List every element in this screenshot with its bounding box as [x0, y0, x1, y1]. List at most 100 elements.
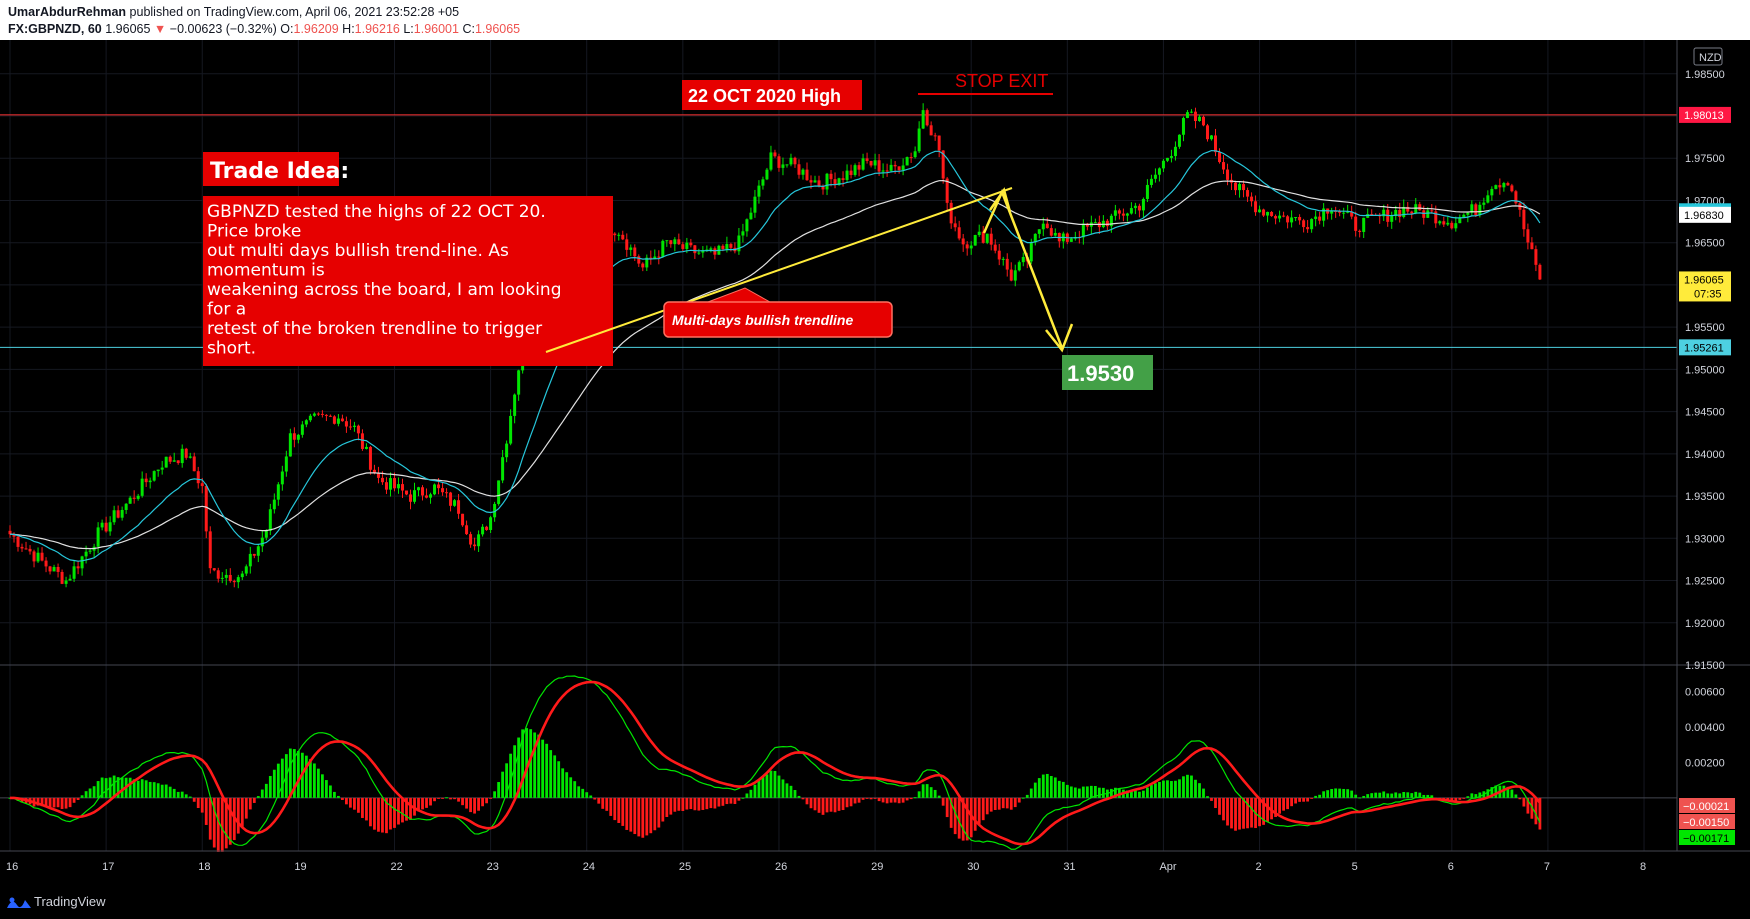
macd-histogram-bar: [521, 729, 525, 798]
candle-body: [513, 394, 517, 416]
macd-histogram-bar: [393, 797, 396, 828]
candle-body: [176, 460, 180, 464]
candle-body: [1013, 270, 1017, 281]
macd-histogram-bar: [1021, 797, 1025, 799]
macd-histogram-bar: [116, 777, 120, 798]
candle: [937, 135, 941, 158]
time-tick-label: 26: [775, 861, 787, 873]
candle-body: [136, 495, 140, 499]
candle-body: [997, 250, 1001, 260]
macd-histogram-bar: [549, 750, 553, 798]
candle-body: [869, 160, 873, 166]
candle-body: [116, 510, 120, 518]
macd-histogram-bar: [52, 797, 56, 808]
candle-body: [921, 110, 925, 129]
macd-histogram-bar: [248, 797, 252, 810]
candle: [1362, 217, 1366, 239]
candle: [909, 152, 913, 163]
candle: [633, 244, 637, 262]
candle-body: [1278, 215, 1282, 219]
macd-axis[interactable]: 0.00600 0.00400 0.00200 −0.00021 −0.00150 −0.…: [1679, 687, 1735, 845]
candle: [1173, 141, 1177, 161]
candle-body: [1510, 185, 1514, 192]
trade-idea-line: GBPNZD tested the highs of 22 OCT 20.: [207, 202, 546, 222]
macd-histogram-bar: [665, 797, 669, 818]
trendline-callout-box: [663, 301, 893, 338]
candle-body: [1322, 208, 1326, 221]
low-value: 1.96001: [413, 22, 459, 36]
price-axis[interactable]: 1.985001.980001.975001.970001.965001.960…: [1679, 47, 1731, 672]
macd-histogram-bar: [1025, 794, 1029, 798]
candle-body: [457, 500, 461, 514]
macd-histogram-bar: [869, 797, 873, 800]
macd-histogram-bar: [324, 780, 328, 798]
candle: [1009, 262, 1013, 282]
annotations[interactable]: 22 OCT 2020 High STOP EXIT Trade Idea: GBPN…: [203, 71, 1153, 390]
candle-body: [673, 239, 677, 245]
candle: [188, 452, 192, 459]
macd-histogram-bar: [1374, 792, 1378, 798]
candle: [905, 156, 909, 166]
macd-histogram-bar: [1310, 797, 1314, 799]
candle: [16, 534, 20, 552]
candle: [1454, 216, 1458, 232]
trade-idea-title-box: [203, 152, 339, 186]
symbol-label[interactable]: FX:GBPNZD, 60: [8, 22, 102, 36]
candle: [1214, 128, 1218, 157]
macd-histogram-bar: [649, 797, 653, 834]
candle-body: [1214, 135, 1218, 153]
candle-body: [152, 471, 156, 481]
candle: [1518, 201, 1522, 217]
oct-high-box: [682, 80, 862, 110]
candle-body: [1486, 195, 1490, 203]
candle: [68, 574, 72, 581]
macd-histogram-bar: [669, 797, 673, 815]
candle-body: [1294, 217, 1298, 219]
macd-histogram-bar: [849, 797, 853, 807]
candle-body: [1085, 223, 1089, 227]
candle: [344, 416, 348, 433]
macd-histogram-bar: [449, 797, 452, 800]
macd-histogram-bar: [140, 779, 144, 798]
candle: [749, 207, 753, 220]
author-name[interactable]: UmarAbdurRehman: [8, 5, 127, 19]
candle-body: [112, 510, 116, 523]
macd-histogram-bar: [433, 797, 436, 802]
candle-body: [977, 231, 981, 236]
candle: [1450, 220, 1454, 230]
macd-histogram-bar: [753, 784, 757, 798]
tradingview-brand[interactable]: TradingView: [34, 894, 106, 909]
macd-histogram-bar: [1454, 797, 1458, 802]
candle-body: [1298, 217, 1302, 221]
candle-body: [697, 252, 701, 254]
candle: [845, 164, 849, 183]
candle-body: [1442, 221, 1446, 225]
candle-body: [96, 527, 100, 547]
candle-body: [256, 546, 260, 556]
macd-histogram-bar: [353, 797, 356, 810]
price-chart[interactable]: 1.985001.980001.975001.970001.965001.960…: [0, 40, 1750, 885]
macd-value-tag: [1679, 814, 1735, 829]
candle: [140, 471, 144, 498]
candle: [1129, 202, 1133, 215]
macd-histogram-bar: [200, 797, 204, 813]
macd-histogram-bar: [160, 784, 164, 798]
time-axis[interactable]: 16 17 18 19 22 23 24 25 26 29 30 31 Apr 2 5 6 7 8: [6, 861, 1646, 873]
macd-histogram-bar: [817, 797, 821, 813]
stop-exit-label: STOP EXIT: [955, 71, 1048, 91]
macd-histogram-bar: [609, 797, 613, 816]
macd-histogram-bar: [517, 737, 521, 798]
candle-body: [160, 467, 164, 470]
candle: [400, 478, 404, 498]
candle: [1506, 181, 1510, 186]
candle-body: [1270, 211, 1274, 217]
candle-body: [865, 158, 869, 161]
macd-histogram-bar: [1009, 797, 1013, 810]
candle: [825, 172, 829, 196]
macd-histogram-bar: [717, 797, 721, 807]
candle: [1462, 213, 1466, 218]
macd-histogram-bar: [1178, 779, 1181, 798]
macd-histogram-bar: [128, 777, 132, 798]
candle: [1278, 210, 1282, 223]
tradingview-logo-icon[interactable]: [6, 893, 32, 913]
